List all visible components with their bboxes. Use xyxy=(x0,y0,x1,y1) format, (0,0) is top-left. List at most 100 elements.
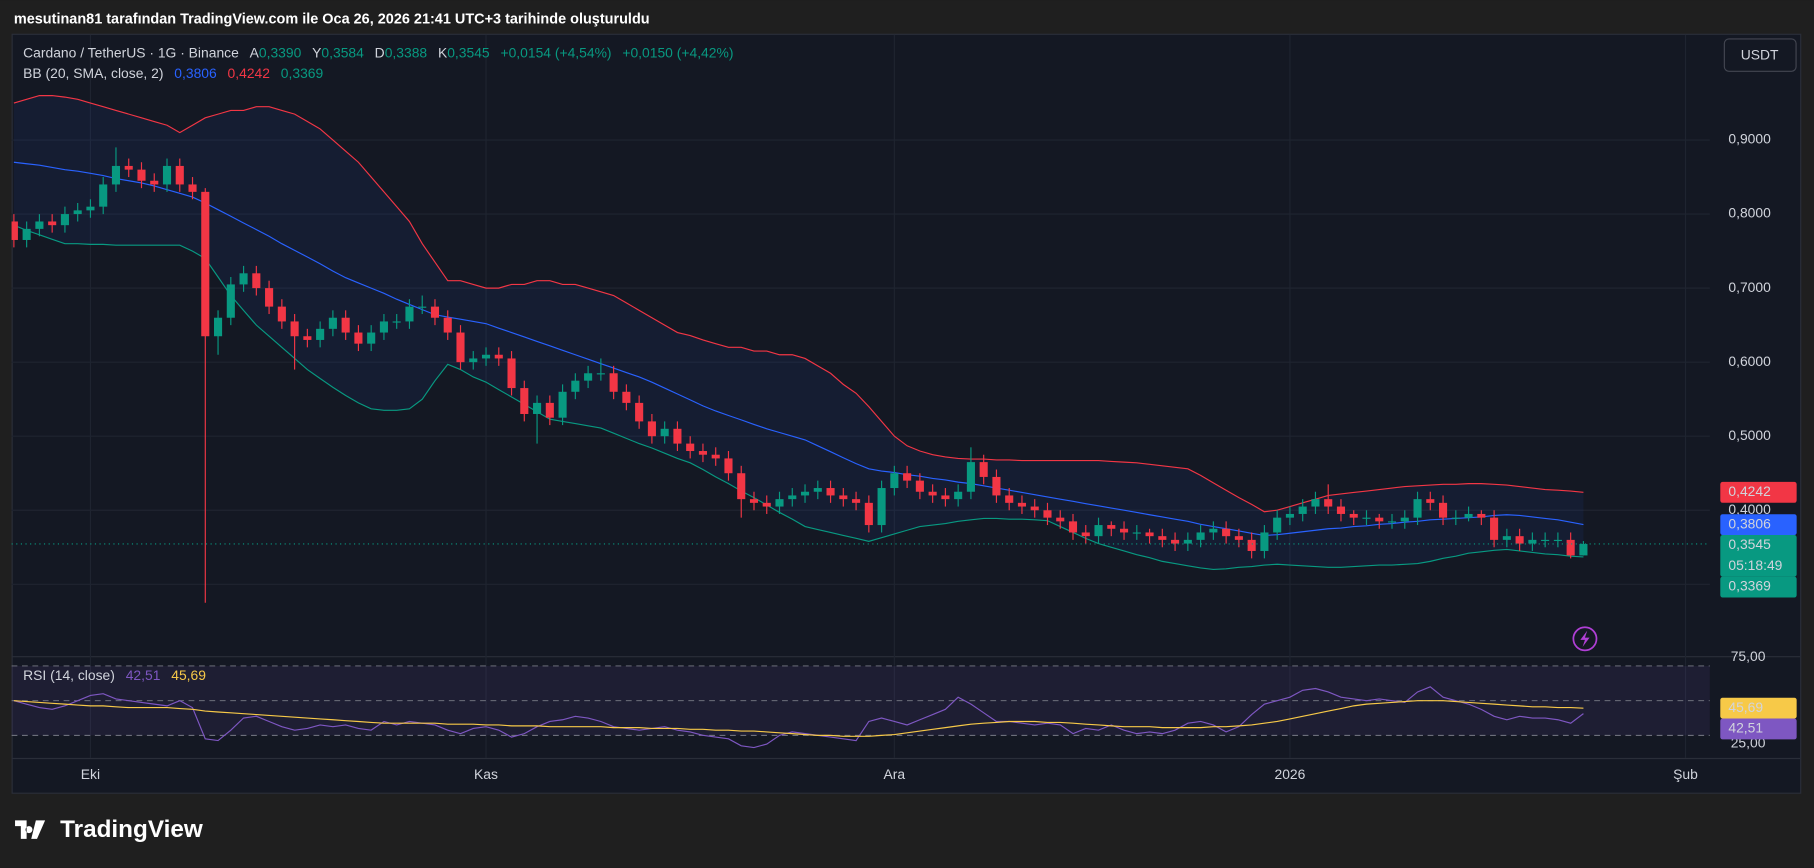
candle-body xyxy=(11,221,18,240)
countdown: 05:18:49 xyxy=(1728,557,1782,573)
ohlc-value: 0,3584 xyxy=(321,44,364,60)
candle-body xyxy=(724,458,733,474)
candle-body xyxy=(290,321,299,337)
candle-body xyxy=(111,165,121,185)
candle-body xyxy=(635,402,644,422)
currency-button[interactable]: USDT xyxy=(1723,38,1797,72)
candle-body xyxy=(379,321,388,333)
candle-body xyxy=(443,317,452,333)
candle-body xyxy=(162,165,172,185)
x-tick-label: Kas xyxy=(474,766,498,782)
ohlc-value: 0,3545 xyxy=(447,44,490,60)
rsi-line xyxy=(13,686,1584,749)
candle-body xyxy=(1247,539,1256,551)
candle-body xyxy=(1094,525,1103,537)
button-label[interactable]: USDT xyxy=(1741,46,1779,62)
candle-body xyxy=(1119,528,1129,533)
rsi-name: RSI (14, close) xyxy=(23,666,115,682)
candle-body xyxy=(1196,532,1205,540)
axes: EkiKasAra2026Şub0,30000,40000,50000,6000… xyxy=(81,131,1797,782)
candle-body xyxy=(1145,532,1154,537)
button-frame[interactable] xyxy=(1723,38,1797,72)
candle-body xyxy=(979,462,988,477)
ohlc-value: 0,3390 xyxy=(259,44,302,60)
candle-body xyxy=(1298,506,1307,514)
candle-body xyxy=(711,454,720,459)
candle-body xyxy=(1132,532,1141,534)
candle-body xyxy=(1017,502,1027,507)
y-tick-label: 0,4000 xyxy=(1728,501,1771,517)
candle-body xyxy=(494,354,503,359)
x-tick-label: 2026 xyxy=(1274,766,1305,782)
price-tag xyxy=(1720,697,1797,719)
candle-body xyxy=(73,210,82,215)
candle-body xyxy=(1349,513,1358,518)
candle-body xyxy=(1541,539,1550,542)
x-tick-label: Eki xyxy=(81,766,100,782)
candle-body xyxy=(277,306,286,322)
ohlc-key: A xyxy=(250,44,260,60)
candle-body xyxy=(1209,528,1218,533)
candle-body xyxy=(1451,517,1460,519)
alert-icon[interactable] xyxy=(1572,626,1598,652)
rsi-value: 42,51 xyxy=(126,666,161,682)
indicator-line xyxy=(13,161,1584,537)
candle-body xyxy=(813,488,822,492)
candle-body xyxy=(1107,525,1116,529)
candle-body xyxy=(1477,513,1486,518)
candle-body xyxy=(35,221,44,229)
change: +0,0150 (+4,42%) xyxy=(622,44,733,60)
change: +0,0154 (+4,54%) xyxy=(500,44,611,60)
price-tag-label: 0,3806 xyxy=(1728,515,1771,531)
candle-body xyxy=(214,317,223,337)
icon-bolt[interactable] xyxy=(1580,630,1590,647)
candle-body xyxy=(1005,495,1014,503)
chart-panel xyxy=(11,33,1802,794)
icon-ring[interactable] xyxy=(1572,626,1598,652)
candle-body xyxy=(1375,517,1384,522)
candle-body xyxy=(150,180,159,185)
candle-body xyxy=(1400,517,1409,522)
candle-body xyxy=(456,332,465,363)
price-tag-label: 0,3369 xyxy=(1728,578,1771,594)
indicator-value: 0,4242 xyxy=(228,65,271,81)
candle-body xyxy=(698,451,707,455)
candle-body xyxy=(864,502,873,526)
candle-body xyxy=(1183,539,1192,544)
footer-logo: TradingView xyxy=(15,816,203,843)
candle-body xyxy=(660,428,669,437)
candle-body xyxy=(1515,536,1524,544)
candle-body xyxy=(367,332,376,344)
candle-body xyxy=(1528,539,1537,544)
price-tag-label: 45,69 xyxy=(1728,699,1763,715)
candle-body xyxy=(877,488,886,526)
logo-text: TradingView xyxy=(60,816,203,843)
candle-body xyxy=(890,473,899,489)
main-pane xyxy=(11,95,1710,603)
candle-body xyxy=(1439,502,1448,518)
price-tag xyxy=(1720,514,1797,536)
y-tick-label: 0,9000 xyxy=(1728,131,1771,147)
indicator-value: 0,3369 xyxy=(281,65,324,81)
candle-body xyxy=(954,491,963,500)
x-tick-label: Şub xyxy=(1673,766,1698,782)
candle-body xyxy=(1068,521,1078,533)
candle-body xyxy=(1222,528,1231,537)
indicator-legend: BB (20, SMA, close, 2) 0,3806 0,4242 0,3… xyxy=(23,65,323,81)
candle-body xyxy=(48,221,57,226)
candle-body xyxy=(571,380,580,392)
candle-body xyxy=(903,473,912,481)
candle-body xyxy=(1081,532,1090,537)
candle-body xyxy=(609,373,618,392)
candle-body xyxy=(520,388,529,414)
candle-body xyxy=(852,499,861,503)
candle-body xyxy=(86,206,95,211)
candle-body xyxy=(354,332,363,344)
candle-body xyxy=(418,306,427,308)
candle-body xyxy=(392,321,401,323)
x-tick-label: Ara xyxy=(884,766,906,782)
candle-body xyxy=(826,488,835,496)
indicator-line xyxy=(13,224,1584,571)
